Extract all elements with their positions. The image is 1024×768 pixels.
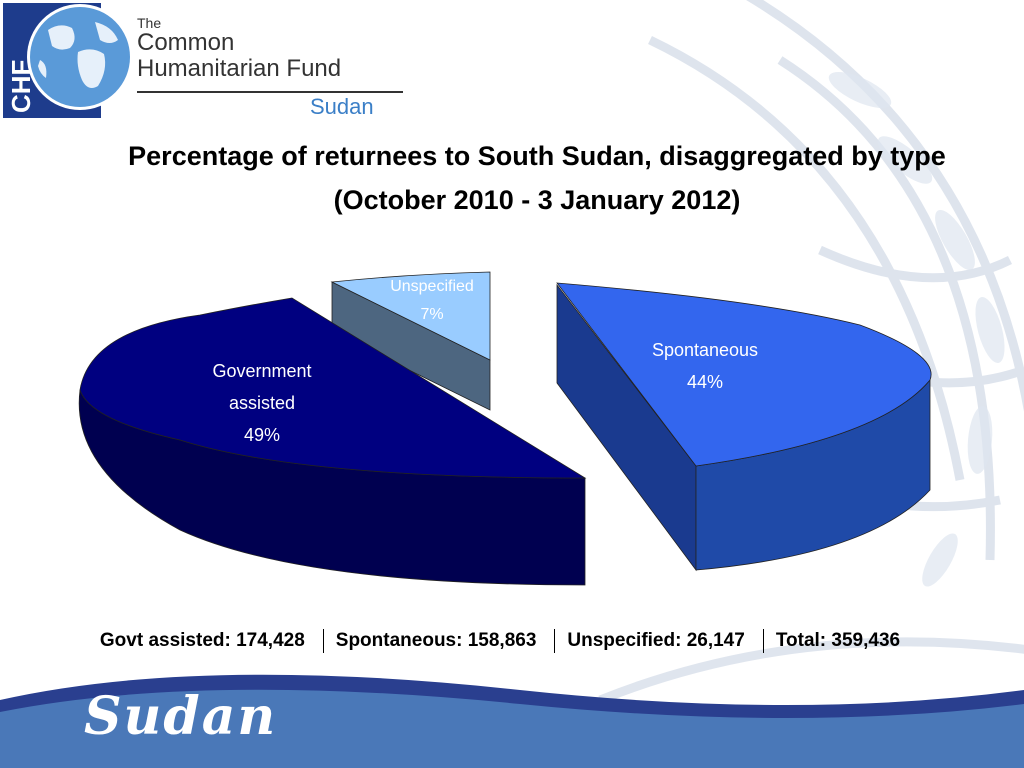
spontaneous-label: Spontaneous	[652, 340, 758, 360]
govt-percent: 49%	[244, 425, 280, 445]
chart-subtitle: (October 2010 - 3 January 2012)	[333, 185, 741, 215]
unspecified-label: Unspecified	[390, 278, 474, 295]
govt-label-line1: Government	[212, 361, 311, 381]
govt-label-line2: assisted	[229, 393, 295, 413]
total-spontaneous: Spontaneous: 158,863	[335, 630, 537, 652]
spontaneous-percent: 44%	[687, 372, 723, 392]
pie-slice-unspecified	[330, 271, 491, 411]
totals-row: Govt assisted: 174,428 Spontaneous: 158,8…	[0, 629, 1000, 653]
divider	[322, 629, 324, 653]
footer-sudan-label: Sudan	[84, 686, 278, 747]
logo-the: The	[137, 15, 162, 31]
logo-rule	[137, 91, 403, 93]
unspecified-percent: 7%	[420, 306, 443, 323]
pie-slice-government-assisted	[78, 297, 587, 586]
pie-slice-spontaneous	[556, 282, 932, 572]
total-unspecified: Unspecified: 26,147	[567, 630, 745, 652]
divider	[554, 629, 556, 653]
total-govt: Govt assisted: 174,428	[99, 630, 305, 652]
logo-sudan: Sudan	[310, 94, 374, 119]
logo-humanitarian-fund: Humanitarian Fund	[137, 55, 342, 82]
chf-logo: CHF	[3, 3, 133, 118]
chart-title: Percentage of returnees to South Sudan, …	[128, 141, 946, 171]
chart-titles: Percentage of returnees to South Sudan, …	[0, 134, 1024, 222]
divider	[762, 629, 764, 653]
footer-band	[0, 674, 1024, 768]
logo-wordmark: The Common Humanitarian Fund	[137, 16, 341, 82]
total-all: Total: 359,436	[775, 630, 901, 652]
logo-common: Common	[137, 29, 235, 56]
